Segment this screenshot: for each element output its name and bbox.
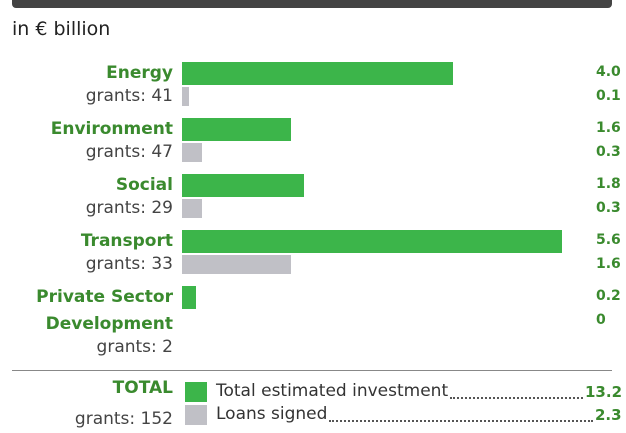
value-label: 0.2 (596, 288, 621, 304)
legend-swatch (185, 405, 207, 425)
bar (182, 87, 189, 106)
value-label: 1.8 (596, 176, 621, 192)
grants-label: grants: 47 (85, 142, 173, 162)
grants-label: grants: 41 (85, 86, 173, 106)
category-label: Social (115, 175, 173, 195)
grants-label: grants: 2 (96, 337, 173, 357)
value-label: 0.3 (596, 144, 621, 160)
category-label: Energy (106, 63, 173, 83)
value-label: 1.6 (596, 120, 621, 136)
bar (182, 62, 454, 85)
total-value: 13.2 (585, 383, 623, 401)
bar (182, 230, 562, 253)
leader-dots (450, 397, 583, 399)
total-value: 2.3 (595, 406, 622, 424)
bar (182, 255, 291, 274)
value-label: 1.6 (596, 256, 621, 272)
total-grants-label: grants: 152 (74, 409, 173, 429)
legend-label: Loans signed (216, 404, 328, 424)
grants-label: grants: 33 (85, 254, 173, 274)
value-label: 5.6 (596, 232, 621, 248)
subtitle: in € billion (12, 18, 111, 40)
legend-label: Total estimated investment (216, 381, 449, 401)
category-label: Environment (50, 119, 173, 139)
bar (182, 174, 305, 197)
category-label: Private Sector Development (36, 287, 173, 334)
bar (182, 199, 203, 218)
separator (12, 370, 612, 371)
value-label: 0.1 (596, 88, 621, 104)
grants-label: grants: 29 (85, 198, 173, 218)
legend-swatch (185, 382, 207, 402)
leader-dots (329, 420, 593, 422)
total-label: TOTAL (112, 378, 173, 398)
header-strip (12, 0, 612, 8)
bar (182, 118, 291, 141)
value-label: 0 (596, 312, 606, 328)
bar (182, 286, 196, 309)
value-label: 0.3 (596, 200, 621, 216)
category-label: Transport (80, 231, 173, 251)
value-label: 4.0 (596, 64, 621, 80)
bar (182, 143, 203, 162)
